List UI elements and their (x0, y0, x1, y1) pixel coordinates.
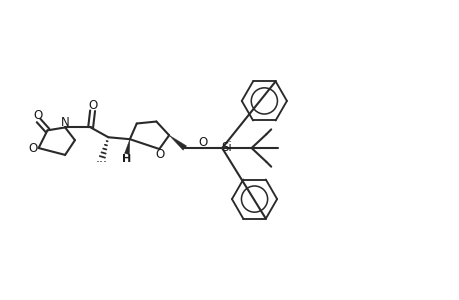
Polygon shape (169, 135, 186, 150)
Text: O: O (155, 148, 165, 161)
Polygon shape (124, 139, 129, 154)
Text: O: O (34, 109, 43, 122)
Text: O: O (198, 136, 207, 149)
Text: Si: Si (221, 141, 231, 154)
Text: ···: ··· (95, 156, 107, 169)
Text: H: H (122, 154, 131, 164)
Text: N: N (61, 116, 70, 128)
Text: O: O (88, 99, 97, 112)
Text: O: O (28, 142, 38, 154)
